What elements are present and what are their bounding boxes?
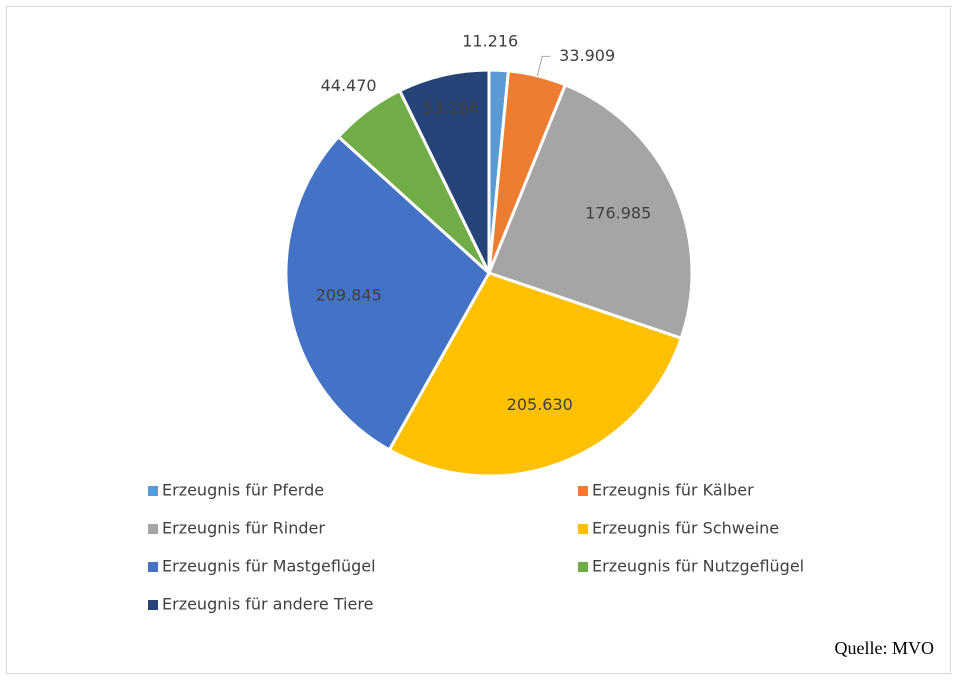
pie-slice [387,271,684,478]
legend-label: Erzeugnis für Mastgeflügel [162,557,376,576]
legend-swatch [148,486,158,496]
pie-slice [284,134,491,452]
pie-slice [487,82,694,341]
data-label: 11.216 [462,31,518,50]
legend-swatch [578,486,588,496]
legend-swatch [578,562,588,572]
pie-slice [397,68,491,274]
legend-swatch [578,524,588,534]
source-note: Quelle: MVO [835,638,934,658]
legend-label: Erzeugnis für Pferde [162,481,324,500]
legend-label: Erzeugnis für Schweine [592,519,779,538]
data-label: 176.985 [585,203,651,222]
legend-label: Erzeugnis für Nutzgeflügel [592,557,804,576]
legend-label: Erzeugnis für andere Tiere [162,595,373,614]
legend-swatch [148,524,158,534]
data-label: 44.470 [321,76,377,95]
data-label: 33.909 [559,46,615,65]
legend-label: Erzeugnis für Kälber [592,481,754,500]
data-label: 53.284 [423,98,479,117]
leader-line [536,55,551,76]
legend-swatch [148,562,158,572]
data-label: 205.630 [507,395,573,414]
legend-swatch [148,600,158,610]
legend-label: Erzeugnis für Rinder [162,519,325,538]
data-label: 209.845 [316,285,382,304]
